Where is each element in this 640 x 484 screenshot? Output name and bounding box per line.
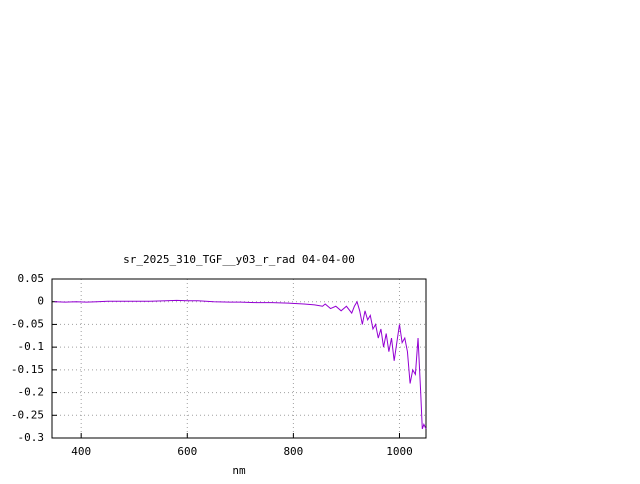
y-tick-label: 0 <box>37 295 44 308</box>
y-tick-label: 0.05 <box>18 272 45 285</box>
data-line <box>54 299 427 430</box>
x-tick-label: 400 <box>71 445 91 458</box>
x-tick-label: 600 <box>177 445 197 458</box>
x-tick-label: 1000 <box>386 445 413 458</box>
x-axis-label: nm <box>232 464 246 477</box>
y-tick-label: -0.3 <box>18 431 45 444</box>
y-tick-label: -0.15 <box>11 363 44 376</box>
y-tick-label: -0.2 <box>18 386 45 399</box>
x-tick-label: 800 <box>283 445 303 458</box>
y-tick-label: -0.25 <box>11 408 44 421</box>
y-tick-label: -0.1 <box>18 340 45 353</box>
chart-title: sr_2025_310_TGF__y03_r_rad 04-04-00 <box>123 253 355 266</box>
y-tick-label: -0.05 <box>11 317 44 330</box>
plot-frame <box>51 278 427 439</box>
